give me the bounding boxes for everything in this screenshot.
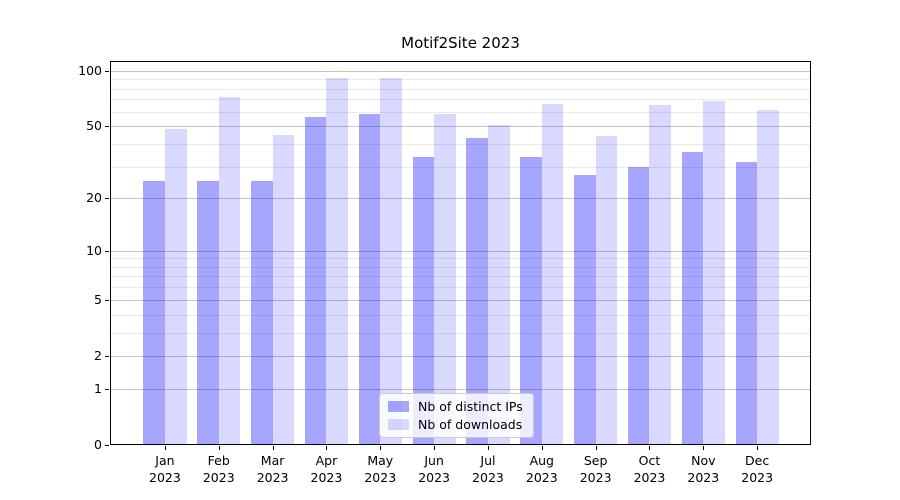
legend-swatch-downloads xyxy=(388,419,409,430)
gridline-major xyxy=(110,355,811,357)
x-tick-label: Apr 2023 xyxy=(310,453,343,485)
legend: Nb of distinct IPs Nb of downloads xyxy=(379,393,534,438)
gridline-minor xyxy=(110,266,811,268)
bar-distinct-ips-oct xyxy=(627,166,650,445)
bar-downloads-aug xyxy=(541,104,564,445)
x-tick-label: May 2023 xyxy=(364,453,397,485)
x-tick-mark xyxy=(272,446,274,450)
gridline-major xyxy=(110,70,811,72)
gridline-major xyxy=(110,198,811,200)
bar-downloads-jan xyxy=(164,129,187,445)
gridline-major xyxy=(110,126,811,128)
y-tick-label: 20 xyxy=(86,190,102,206)
bar-downloads-may xyxy=(380,77,402,445)
legend-label-distinct-ips: Nb of distinct IPs xyxy=(418,399,523,414)
legend-row-downloads: Nb of downloads xyxy=(388,417,523,432)
x-tick-mark xyxy=(380,446,382,450)
bar-distinct-ips-dec xyxy=(735,161,758,445)
y-tick-mark xyxy=(105,299,109,301)
x-tick-label: Jun 2023 xyxy=(418,453,451,485)
x-tick-mark xyxy=(164,446,166,450)
y-tick-mark xyxy=(105,126,109,128)
y-tick-mark xyxy=(105,445,109,446)
x-tick-mark xyxy=(649,446,651,450)
gridline-minor xyxy=(110,79,811,81)
y-tick-label: 0 xyxy=(94,437,102,452)
x-tick-mark xyxy=(703,446,705,450)
x-tick-label: Sep 2023 xyxy=(579,453,612,485)
y-tick-label: 100 xyxy=(78,62,102,78)
chart-title: Motif2Site 2023 xyxy=(401,34,520,52)
bar-downloads-jul xyxy=(487,124,510,445)
y-tick-mark xyxy=(105,70,109,72)
y-tick-label: 1 xyxy=(94,380,102,396)
x-tick-label: Aug 2023 xyxy=(525,453,558,485)
gridline-minor xyxy=(110,314,811,316)
bar-distinct-ips-mar xyxy=(250,180,273,445)
gridline-minor xyxy=(110,88,811,90)
legend-swatch-distinct-ips xyxy=(388,401,409,412)
bar-distinct-ips-aug xyxy=(520,156,542,445)
bar-distinct-ips-jul xyxy=(466,138,488,445)
x-tick-mark xyxy=(487,446,489,450)
bar-downloads-feb xyxy=(218,97,241,445)
legend-row-distinct-ips: Nb of distinct IPs xyxy=(388,399,523,414)
bar-distinct-ips-nov xyxy=(681,152,704,445)
bar-distinct-ips-may xyxy=(358,114,381,445)
x-tick-mark xyxy=(326,446,328,450)
gridline-minor xyxy=(110,287,811,289)
gridline-minor xyxy=(110,143,811,145)
x-tick-label: Mar 2023 xyxy=(256,453,289,485)
bar-distinct-ips-feb xyxy=(197,180,219,445)
bar-downloads-jun xyxy=(434,114,456,445)
y-tick-label: 50 xyxy=(86,118,102,134)
x-tick-mark xyxy=(757,446,759,450)
legend-label-downloads: Nb of downloads xyxy=(418,417,523,432)
gridline-minor xyxy=(110,99,811,101)
gridline-major xyxy=(110,250,811,252)
y-tick-mark xyxy=(105,355,109,357)
plot-area xyxy=(110,61,811,445)
bar-downloads-dec xyxy=(757,110,779,445)
x-tick-label: Feb 2023 xyxy=(202,453,235,485)
y-tick-label: 10 xyxy=(86,242,102,258)
x-tick-label: Jan 2023 xyxy=(149,453,181,485)
gridline-minor xyxy=(110,111,811,113)
x-tick-mark xyxy=(541,446,543,450)
bar-distinct-ips-jun xyxy=(412,156,435,445)
x-tick-label: Oct 2023 xyxy=(633,453,666,485)
gridline-major xyxy=(110,299,811,301)
bar-downloads-sep xyxy=(595,136,618,445)
x-tick-mark xyxy=(595,446,597,450)
y-tick-label: 5 xyxy=(94,291,102,307)
gridline-minor xyxy=(110,258,811,260)
x-tick-mark xyxy=(218,446,220,450)
gridline-minor xyxy=(110,332,811,334)
bar-downloads-mar xyxy=(272,134,295,445)
x-tick-label: Jul 2023 xyxy=(472,453,504,485)
y-tick-label: 2 xyxy=(94,347,102,363)
y-tick-mark xyxy=(105,250,109,252)
x-tick-mark xyxy=(434,446,436,450)
bar-distinct-ips-sep xyxy=(574,174,596,445)
bar-downloads-oct xyxy=(649,105,672,445)
bar-downloads-apr xyxy=(326,77,349,445)
bar-downloads-nov xyxy=(703,100,725,445)
x-tick-label: Nov 2023 xyxy=(687,453,720,485)
y-tick-mark xyxy=(105,198,109,200)
gridline-minor xyxy=(110,166,811,168)
bar-distinct-ips-jan xyxy=(143,180,165,445)
x-tick-label: Dec 2023 xyxy=(741,453,774,485)
bar-distinct-ips-apr xyxy=(304,117,327,445)
gridline-minor xyxy=(110,276,811,278)
y-tick-mark xyxy=(105,388,109,390)
gridline-major xyxy=(110,388,811,390)
